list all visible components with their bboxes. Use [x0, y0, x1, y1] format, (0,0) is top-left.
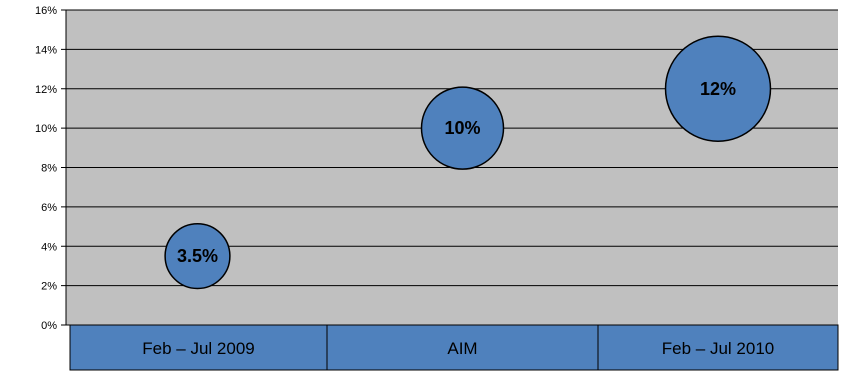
- bubble-data-label: 12%: [700, 79, 736, 99]
- bubble-data-label: 3.5%: [177, 246, 218, 266]
- category-cell: [69, 324, 328, 371]
- category-label: AIM: [447, 339, 477, 358]
- y-axis: 0% 2% 4% 6% 8% 10% 12% 14% 16%: [35, 5, 67, 332]
- category-axis: Feb – Jul 2009 AIM Feb – Jul 2010: [69, 324, 839, 371]
- y-tick-label: 6%: [41, 202, 57, 214]
- y-tick-label: 8%: [41, 163, 57, 175]
- bubble: [664, 35, 772, 142]
- y-tick-label: 10%: [35, 123, 57, 135]
- bubble: [420, 86, 505, 170]
- y-tick-label: 14%: [35, 44, 57, 56]
- y-tick-label: 16%: [35, 5, 57, 17]
- y-tick-label: 0%: [41, 320, 57, 332]
- bubbles: 3.5% 10% 12%: [164, 35, 772, 290]
- y-tick-label: 12%: [35, 84, 57, 96]
- bubble-data-label: 10%: [444, 118, 480, 138]
- category-label: Feb – Jul 2010: [662, 339, 774, 358]
- y-tick-label: 4%: [41, 241, 57, 253]
- category-label: Feb – Jul 2009: [142, 339, 254, 358]
- y-tick-label: 2%: [41, 281, 57, 293]
- bubble: [164, 222, 231, 290]
- category-cell: [326, 324, 599, 371]
- category-cell: [597, 324, 839, 371]
